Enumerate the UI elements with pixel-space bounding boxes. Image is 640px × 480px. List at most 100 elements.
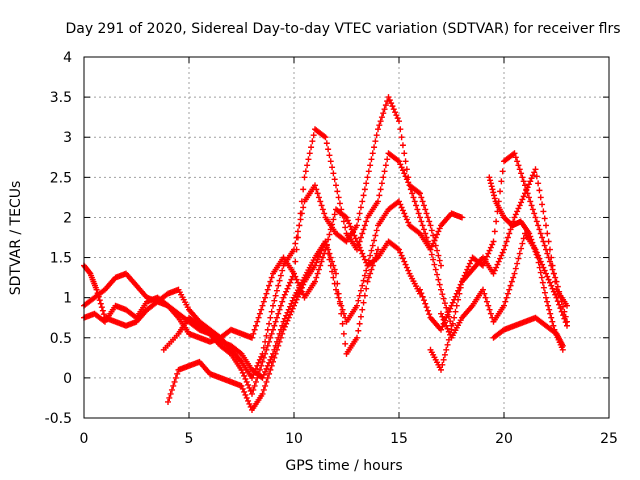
data-point bbox=[532, 166, 539, 173]
data-point bbox=[564, 302, 570, 309]
data-point bbox=[466, 260, 473, 267]
data-point bbox=[493, 264, 500, 271]
data-point bbox=[452, 308, 459, 315]
data-point bbox=[488, 183, 495, 190]
data-point bbox=[373, 227, 380, 234]
data-point bbox=[443, 304, 450, 311]
data-point bbox=[405, 267, 412, 274]
data-point bbox=[296, 282, 303, 289]
data-point bbox=[419, 293, 426, 300]
x-tick-label: 20 bbox=[495, 431, 513, 447]
data-point bbox=[418, 194, 425, 201]
data-point bbox=[100, 311, 107, 318]
data-point bbox=[544, 298, 551, 305]
data-point bbox=[512, 211, 519, 218]
data-point bbox=[548, 282, 555, 289]
data-point bbox=[396, 158, 402, 165]
data-point bbox=[544, 250, 551, 257]
data-point bbox=[288, 276, 295, 283]
data-point bbox=[347, 223, 354, 230]
data-layer bbox=[81, 94, 570, 413]
data-point bbox=[401, 258, 408, 265]
series-sat-d bbox=[165, 238, 381, 413]
data-point bbox=[434, 231, 441, 238]
data-point bbox=[441, 300, 448, 307]
data-point bbox=[354, 238, 360, 245]
data-point bbox=[326, 152, 333, 159]
data-point bbox=[166, 394, 173, 401]
data-point bbox=[423, 304, 430, 311]
data-point bbox=[382, 162, 389, 169]
data-point bbox=[431, 261, 438, 268]
data-point bbox=[531, 210, 538, 217]
data-point bbox=[431, 237, 438, 244]
data-point bbox=[330, 262, 337, 269]
data-point bbox=[482, 294, 489, 301]
data-point bbox=[291, 302, 297, 309]
data-point bbox=[511, 214, 518, 221]
data-point bbox=[527, 198, 534, 205]
data-point bbox=[321, 250, 328, 257]
data-point bbox=[399, 167, 406, 174]
data-point bbox=[314, 190, 321, 197]
data-point bbox=[415, 210, 422, 217]
data-point bbox=[403, 216, 410, 223]
data-point bbox=[518, 245, 525, 252]
data-point bbox=[95, 293, 102, 300]
data-point bbox=[541, 267, 548, 274]
data-point bbox=[348, 226, 355, 233]
data-point bbox=[333, 286, 339, 293]
data-point bbox=[398, 204, 405, 211]
y-tick-label: 0.5 bbox=[50, 331, 72, 347]
data-point bbox=[540, 208, 547, 215]
data-point bbox=[355, 241, 362, 248]
data-point bbox=[465, 263, 472, 270]
data-point bbox=[544, 230, 551, 237]
data-point bbox=[382, 102, 389, 109]
data-point bbox=[552, 291, 559, 298]
data-point bbox=[355, 216, 362, 223]
data-point bbox=[355, 327, 362, 334]
data-point bbox=[297, 216, 304, 223]
data-point bbox=[346, 220, 353, 227]
data-point bbox=[273, 314, 280, 321]
data-point bbox=[321, 210, 328, 217]
data-point bbox=[510, 274, 517, 281]
data-point bbox=[422, 300, 429, 307]
data-point bbox=[441, 319, 448, 326]
data-point bbox=[402, 261, 409, 268]
data-point bbox=[381, 168, 388, 175]
data-point bbox=[297, 285, 304, 292]
data-point bbox=[329, 221, 336, 228]
data-point bbox=[393, 112, 400, 119]
data-point bbox=[538, 274, 545, 281]
data-point bbox=[561, 315, 568, 322]
data-point bbox=[371, 144, 378, 151]
data-point bbox=[537, 194, 544, 201]
data-point bbox=[410, 194, 417, 201]
data-point bbox=[318, 202, 325, 209]
data-point bbox=[98, 304, 105, 311]
data-point bbox=[518, 170, 525, 177]
data-point bbox=[263, 346, 270, 353]
data-point bbox=[304, 162, 311, 169]
data-point bbox=[245, 397, 252, 404]
data-point bbox=[524, 184, 531, 191]
data-point bbox=[294, 279, 301, 286]
data-point bbox=[529, 206, 536, 213]
data-point bbox=[361, 292, 368, 299]
data-point bbox=[293, 246, 300, 253]
data-point bbox=[287, 279, 294, 286]
data-point bbox=[277, 302, 284, 309]
data-point bbox=[530, 242, 537, 249]
data-point bbox=[262, 382, 269, 389]
data-point bbox=[342, 340, 349, 347]
data-point bbox=[520, 235, 527, 242]
data-point bbox=[277, 334, 284, 341]
chart-title: Day 291 of 2020, Sidereal Day-to-day VTE… bbox=[65, 21, 620, 37]
data-point bbox=[375, 198, 381, 205]
data-point bbox=[272, 350, 279, 357]
data-point bbox=[490, 238, 497, 245]
data-point bbox=[402, 158, 409, 165]
